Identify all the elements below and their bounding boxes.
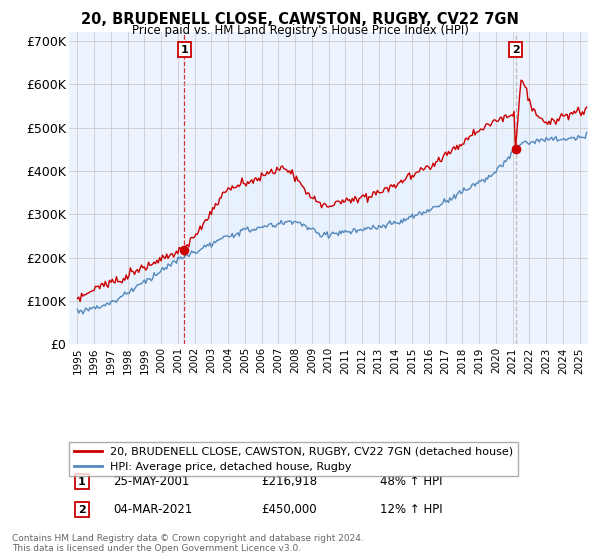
Text: £216,918: £216,918 <box>261 475 317 488</box>
Text: £450,000: £450,000 <box>261 503 317 516</box>
Text: 04-MAR-2021: 04-MAR-2021 <box>113 503 193 516</box>
Text: 12% ↑ HPI: 12% ↑ HPI <box>380 503 443 516</box>
Text: 2: 2 <box>78 505 86 515</box>
Text: 25-MAY-2001: 25-MAY-2001 <box>113 475 190 488</box>
Text: 48% ↑ HPI: 48% ↑ HPI <box>380 475 443 488</box>
Legend: 20, BRUDENELL CLOSE, CAWSTON, RUGBY, CV22 7GN (detached house), HPI: Average pri: 20, BRUDENELL CLOSE, CAWSTON, RUGBY, CV2… <box>70 442 518 477</box>
Text: 20, BRUDENELL CLOSE, CAWSTON, RUGBY, CV22 7GN: 20, BRUDENELL CLOSE, CAWSTON, RUGBY, CV2… <box>81 12 519 27</box>
Text: 2: 2 <box>512 45 520 55</box>
Text: Contains HM Land Registry data © Crown copyright and database right 2024.
This d: Contains HM Land Registry data © Crown c… <box>12 534 364 553</box>
Text: 1: 1 <box>78 477 86 487</box>
Text: 1: 1 <box>181 45 188 55</box>
Text: Price paid vs. HM Land Registry's House Price Index (HPI): Price paid vs. HM Land Registry's House … <box>131 24 469 36</box>
